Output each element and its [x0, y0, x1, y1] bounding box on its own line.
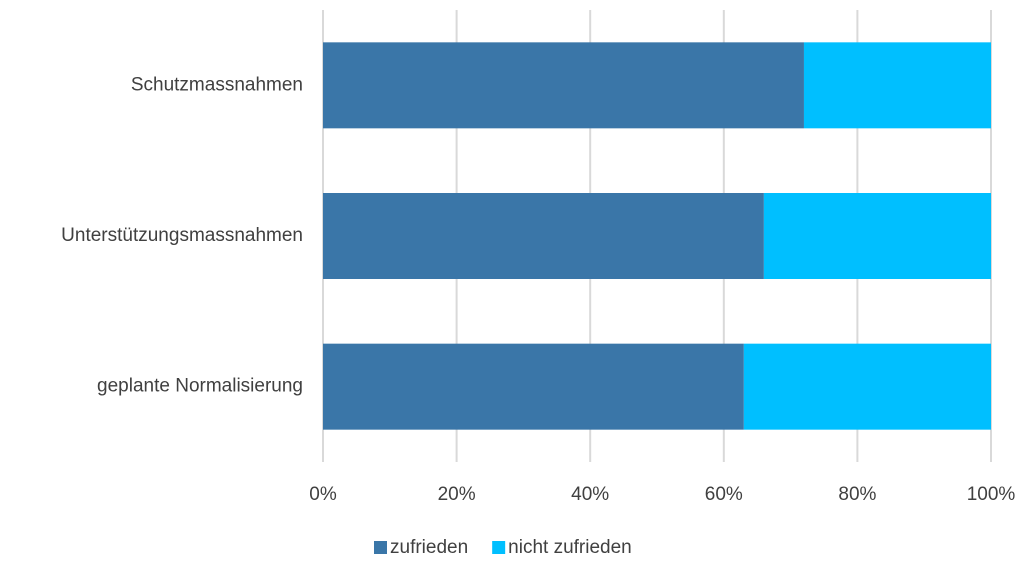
y-tick-label: geplante Normalisierung — [97, 376, 303, 397]
y-tick-label: Unterstützungsmassnahmen — [61, 225, 303, 246]
x-tick-label: 60% — [705, 484, 743, 505]
bar-segment — [323, 42, 804, 129]
bar-segment — [803, 42, 991, 129]
x-tick-label: 0% — [309, 484, 337, 505]
bar-segment — [323, 193, 764, 279]
legend-label: nicht zufrieden — [508, 537, 632, 558]
x-tick-label: 40% — [571, 484, 609, 505]
legend-label: zufrieden — [390, 537, 468, 558]
x-tick-label: 80% — [838, 484, 876, 505]
y-tick-label: Schutzmassnahmen — [131, 74, 303, 95]
x-tick-label: 100% — [967, 484, 1016, 505]
legend-swatch — [492, 541, 506, 554]
legend-swatch — [374, 541, 387, 554]
bar-segment — [763, 193, 991, 279]
x-tick-label: 20% — [438, 484, 476, 505]
bar-segment — [743, 343, 991, 430]
bar-segment — [323, 343, 744, 430]
